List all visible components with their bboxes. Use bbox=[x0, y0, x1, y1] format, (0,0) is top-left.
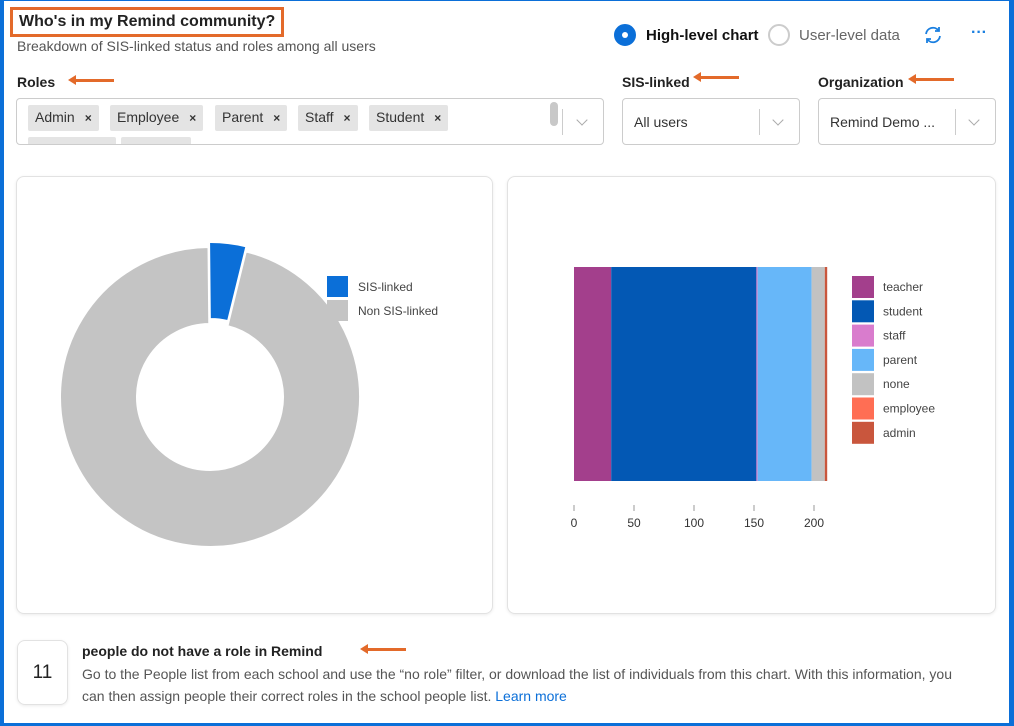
page-subtitle: Breakdown of SIS-linked status and roles… bbox=[17, 38, 376, 54]
radio-user-level[interactable] bbox=[768, 24, 790, 46]
radio-user-level-label[interactable]: User-level data bbox=[799, 27, 900, 44]
legend-swatch bbox=[852, 348, 874, 371]
chip-admin: Admin × bbox=[28, 105, 99, 131]
legend-swatch bbox=[327, 300, 348, 321]
x-tick-label: 0 bbox=[571, 516, 578, 530]
no-role-body: Go to the People list from each school a… bbox=[82, 666, 952, 704]
roles-multiselect[interactable]: Admin × Employee × Parent × Staff × Student × bbox=[16, 98, 604, 145]
annotation-arrow bbox=[68, 75, 114, 85]
divider bbox=[562, 109, 563, 135]
chip-student: Student × bbox=[369, 105, 449, 131]
radio-high-level-label[interactable]: High-level chart bbox=[646, 27, 759, 44]
sis-chart-card: SIS-linked Non SIS-linked bbox=[16, 176, 493, 614]
sis-select-value: All users bbox=[634, 114, 688, 130]
remove-chip-icon[interactable]: × bbox=[84, 111, 92, 125]
no-role-count: 11 bbox=[32, 662, 53, 683]
bar-segment-none bbox=[811, 267, 825, 481]
org-select[interactable]: Remind Demo ... bbox=[818, 98, 996, 145]
radio-high-level[interactable] bbox=[614, 24, 636, 46]
legend-swatch bbox=[852, 276, 874, 298]
no-role-heading: people do not have a role in Remind bbox=[82, 643, 323, 659]
bar-segment-teacher bbox=[574, 267, 612, 481]
bar-segment-parent bbox=[757, 267, 812, 481]
chevron-down-icon[interactable] bbox=[968, 114, 980, 126]
divider bbox=[955, 109, 956, 135]
legend-label: SIS-linked bbox=[358, 280, 413, 294]
scrollbar-thumb[interactable] bbox=[550, 102, 558, 126]
legend-label: parent bbox=[883, 353, 918, 367]
roles-bar-chart: teacher student staff parent none employee adm… bbox=[571, 267, 935, 530]
bar-segment-student bbox=[611, 267, 757, 481]
bar-segment-admin bbox=[824, 267, 828, 481]
legend-label: Non SIS-linked bbox=[358, 304, 438, 318]
annotation-arrow bbox=[908, 74, 954, 84]
legend-swatch bbox=[852, 324, 874, 347]
chip-parent: Parent × bbox=[215, 105, 288, 131]
no-role-count-box: 11 bbox=[17, 640, 68, 705]
legend-label: teacher bbox=[883, 280, 923, 294]
chip-employee: Employee × bbox=[110, 105, 204, 131]
remove-chip-icon[interactable]: × bbox=[189, 111, 197, 125]
legend-label: none bbox=[883, 377, 910, 391]
legend-swatch bbox=[852, 300, 874, 323]
roles-chart-card: teacher student staff parent none employee adm… bbox=[507, 176, 996, 614]
chip-hidden bbox=[28, 137, 116, 144]
org-label: Organization bbox=[818, 74, 904, 90]
x-tick-label: 100 bbox=[684, 516, 704, 530]
legend-label: admin bbox=[883, 426, 916, 440]
annotation-arrow bbox=[360, 644, 406, 654]
org-select-value: Remind Demo ... bbox=[830, 114, 936, 130]
page-title: Who's in my Remind community? bbox=[10, 7, 285, 37]
chip-staff: Staff × bbox=[298, 105, 358, 131]
sis-donut-chart: SIS-linked Non SIS-linked bbox=[59, 241, 438, 548]
sis-select[interactable]: All users bbox=[622, 98, 800, 145]
divider bbox=[759, 109, 760, 135]
roles-label: Roles bbox=[17, 74, 56, 90]
legend-label: student bbox=[883, 304, 923, 318]
remove-chip-icon[interactable]: × bbox=[273, 111, 281, 125]
legend-swatch bbox=[852, 397, 874, 420]
annotation-arrow bbox=[693, 72, 739, 82]
more-icon[interactable]: ··· bbox=[971, 24, 987, 41]
remove-chip-icon[interactable]: × bbox=[434, 111, 442, 125]
learn-more-link[interactable]: Learn more bbox=[495, 688, 567, 704]
bar-segment-staff bbox=[756, 267, 758, 481]
legend-swatch bbox=[852, 421, 874, 444]
legend-label: staff bbox=[883, 329, 906, 343]
x-tick-label: 200 bbox=[804, 516, 824, 530]
x-tick-label: 150 bbox=[744, 516, 764, 530]
chip-hidden bbox=[121, 137, 191, 144]
legend-swatch bbox=[852, 373, 874, 396]
donut-slice-1 bbox=[59, 245, 361, 548]
legend-label: employee bbox=[883, 402, 935, 416]
x-tick-label: 50 bbox=[627, 516, 641, 530]
remove-chip-icon[interactable]: × bbox=[343, 111, 351, 125]
chevron-down-icon[interactable] bbox=[772, 114, 784, 126]
chevron-down-icon[interactable] bbox=[576, 114, 588, 126]
sis-label: SIS-linked bbox=[622, 74, 690, 90]
refresh-icon[interactable] bbox=[923, 25, 943, 45]
legend-swatch bbox=[327, 276, 348, 297]
no-role-description: Go to the People list from each school a… bbox=[82, 663, 962, 707]
